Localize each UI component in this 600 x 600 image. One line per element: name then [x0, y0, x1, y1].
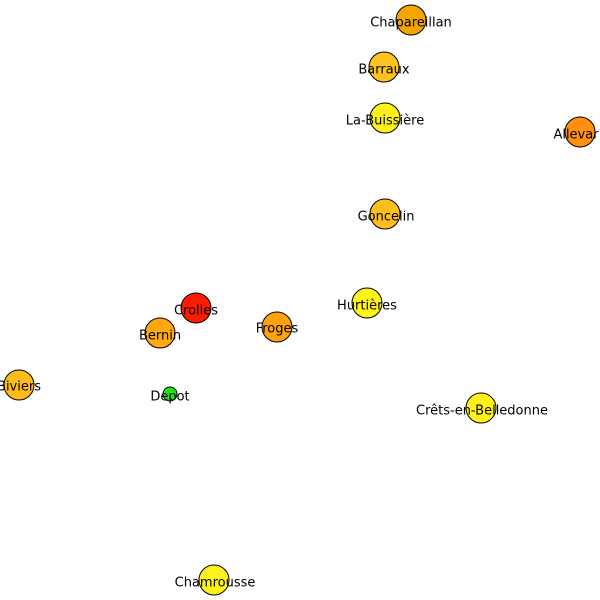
- node-label-bernin: Bernin: [139, 329, 181, 344]
- node-label-barraux: Barraux: [358, 63, 410, 78]
- node-marker-allevard: [564, 116, 596, 148]
- node-bernin: Bernin: [139, 317, 181, 349]
- node-biviers: Biviers: [0, 369, 41, 401]
- node-label-hurtieres: Hurtières: [337, 299, 397, 314]
- node-hurtieres: Hurtières: [337, 287, 397, 319]
- node-crets-en-belledonne: Crêts-en-Belledonne: [416, 392, 548, 424]
- node-chamrousse: Chamrousse: [175, 564, 256, 596]
- node-label-biviers: Biviers: [0, 380, 41, 395]
- node-label-froges: Froges: [256, 322, 299, 337]
- node-label-crolles: Crolles: [174, 304, 218, 319]
- node-label-chamrousse: Chamrousse: [175, 576, 256, 591]
- node-marker-la-buissiere: [369, 102, 401, 134]
- node-marker-goncelin: [369, 198, 401, 230]
- node-marker-biviers: [3, 369, 35, 401]
- node-label-depot: Depot: [150, 390, 189, 405]
- node-barraux: Barraux: [358, 51, 410, 83]
- node-marker-crolles: [180, 292, 212, 324]
- node-la-buissiere: La-Buissière: [346, 102, 424, 134]
- node-depot: Depot: [150, 386, 190, 405]
- node-marker-froges: [261, 311, 293, 343]
- node-marker-chamrousse: [198, 564, 230, 596]
- nodes-layer: Chapareillan Barraux La-Buissière Allevar Go…: [0, 4, 599, 596]
- node-marker-bernin: [144, 317, 176, 349]
- node-label-chapareillan: Chapareillan: [370, 16, 452, 31]
- node-label-crets-en-belledonne: Crêts-en-Belledonne: [416, 404, 548, 419]
- node-marker-chapareillan: [395, 4, 427, 36]
- node-crolles: Crolles: [174, 292, 218, 324]
- node-label-goncelin: Goncelin: [358, 210, 415, 225]
- node-marker-crets-en-belledonne: [465, 392, 497, 424]
- node-marker-depot: [162, 386, 178, 402]
- node-label-la-buissiere: La-Buissière: [346, 114, 424, 129]
- node-froges: Froges: [256, 311, 299, 343]
- node-goncelin: Goncelin: [358, 198, 415, 230]
- node-marker-barraux: [368, 51, 400, 83]
- node-label-allevard: Allevar: [553, 128, 599, 143]
- node-marker-hurtieres: [351, 287, 383, 319]
- node-allevard: Allevar: [553, 116, 599, 148]
- node-chapareillan: Chapareillan: [370, 4, 452, 36]
